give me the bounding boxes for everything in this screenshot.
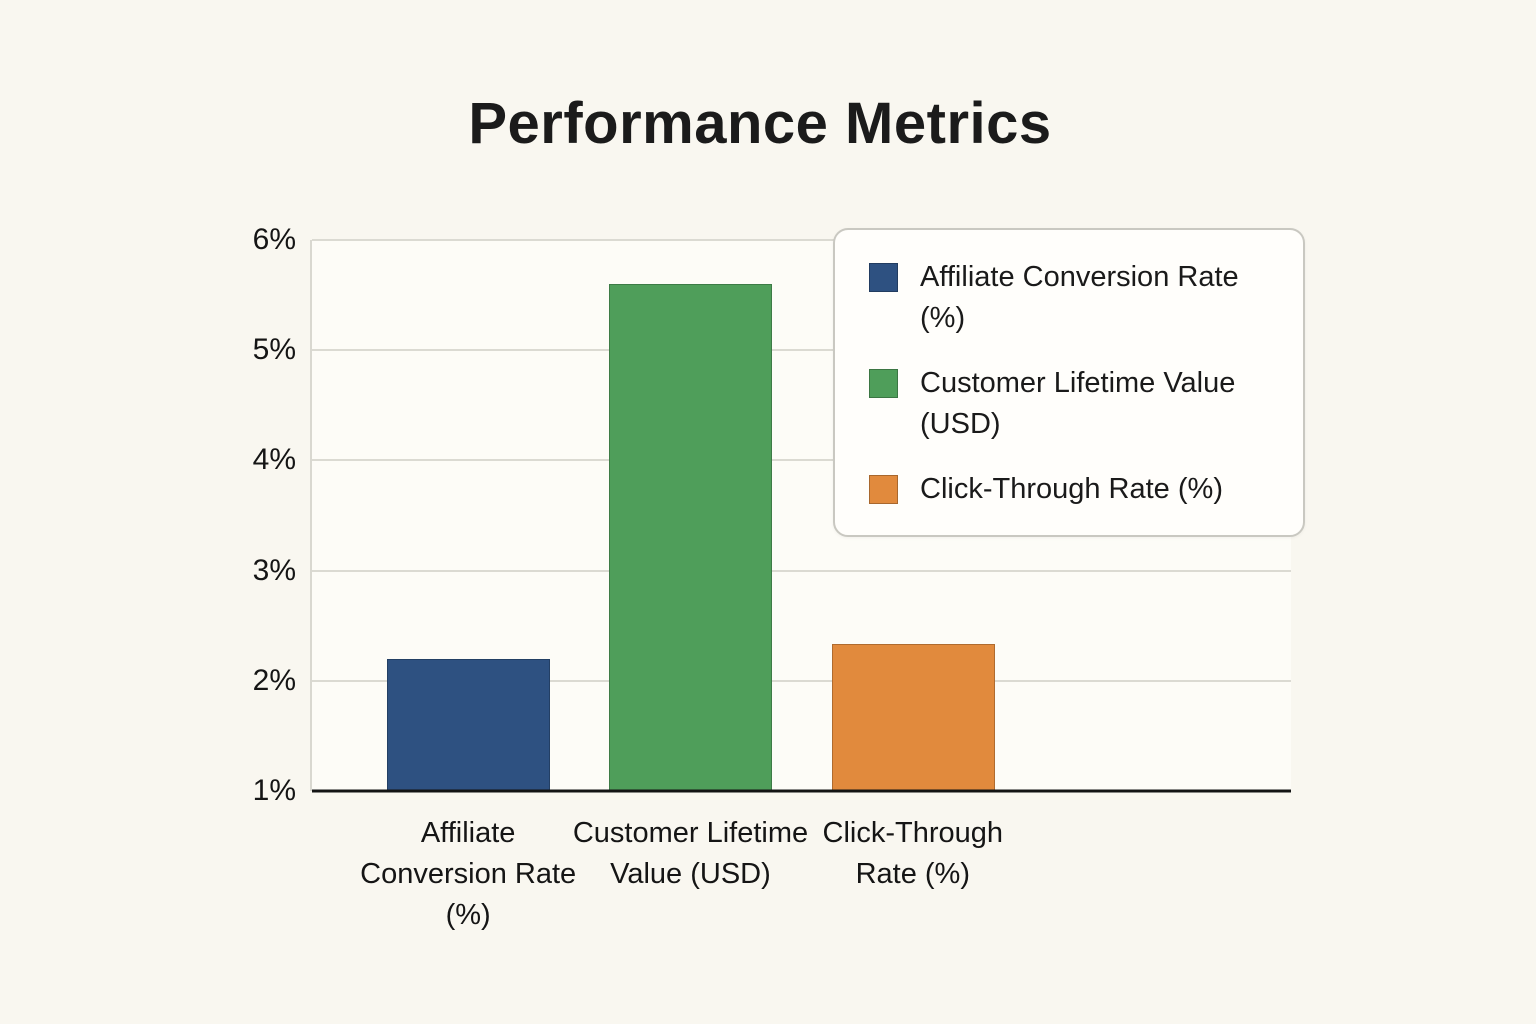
y-tick-label-4%: 4%	[252, 443, 296, 477]
x-axis-line	[312, 789, 1291, 793]
bar-customer-lifetime-value-usd	[609, 284, 773, 791]
y-tick-label-3%: 3%	[252, 553, 296, 587]
chart-title: Performance Metrics	[468, 91, 1052, 156]
legend-swatch-icon	[869, 263, 898, 292]
legend-swatch-icon	[869, 369, 898, 398]
legend-label: Click-Through Rate (%)	[920, 473, 1223, 505]
x-tick-label-affiliate-conversion-rate: Affiliate Conversion Rate (%)	[360, 817, 577, 931]
legend-item-customer-lifetime-value-usd: Customer Lifetime Value (USD)	[869, 363, 1275, 445]
legend: Affiliate Conversion Rate (%) Customer Li…	[833, 228, 1305, 537]
x-tick-label-customer-lifetime-value-usd: Customer Lifetime Value (USD)	[572, 817, 809, 890]
y-tick-label-5%: 5%	[252, 333, 296, 367]
gridline-6%	[312, 239, 1291, 241]
legend-item-click-through-rate: Click-Through Rate (%)	[869, 469, 1275, 510]
legend-item-affiliate-conversion-rate: Affiliate Conversion Rate (%)	[869, 257, 1275, 339]
gridline-3%	[312, 569, 1291, 572]
bar-click-through-rate	[831, 644, 995, 791]
gridline-4%	[312, 459, 1291, 462]
legend-label: Affiliate Conversion Rate (%)	[920, 261, 1239, 334]
bar-affiliate-conversion-rate	[387, 658, 551, 791]
y-tick-label-1%: 1%	[252, 774, 296, 807]
y-tick-label-2%: 2%	[252, 663, 296, 697]
x-tick-label-click-through-rate: Click-Through Rate (%)	[822, 817, 1004, 890]
legend-label: Customer Lifetime Value (USD)	[920, 367, 1236, 440]
gridline-5%	[312, 349, 1291, 352]
gridline-2%	[312, 679, 1291, 682]
y-tick-label-6%: 6%	[252, 223, 296, 256]
legend-swatch-icon	[869, 475, 898, 504]
